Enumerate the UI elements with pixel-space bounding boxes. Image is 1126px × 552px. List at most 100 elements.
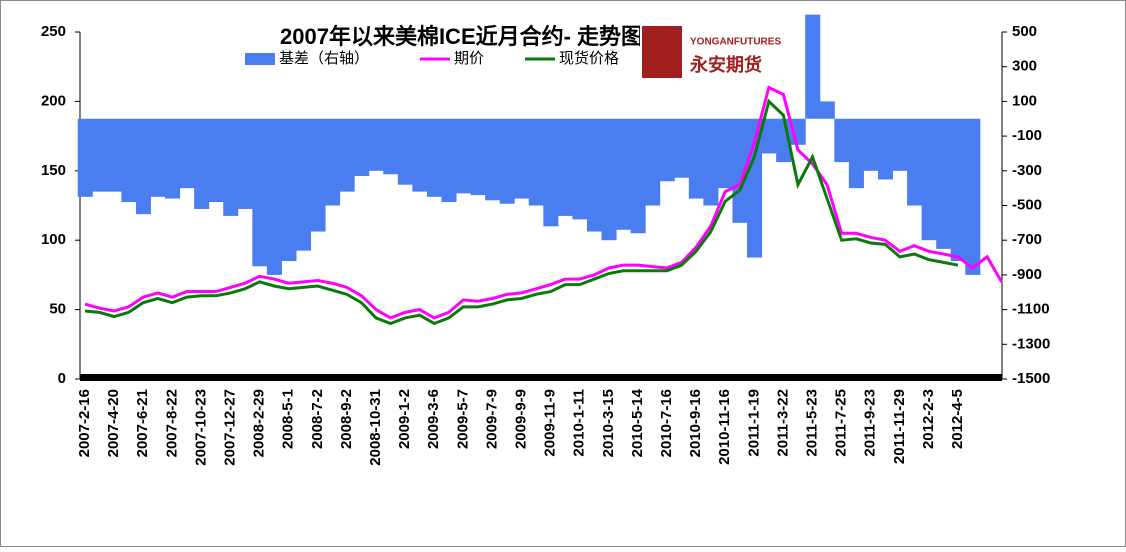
basis-bar	[674, 118, 690, 178]
basis-bar	[834, 118, 850, 163]
basis-bar	[354, 118, 370, 177]
y2-tick-label: -1300	[1012, 335, 1050, 352]
legend-label: 期价	[454, 50, 484, 67]
basis-bar	[805, 14, 821, 119]
x-tick-label: 2008-7-2	[309, 389, 326, 449]
legend-swatch	[245, 53, 275, 65]
x-tick-label: 2012-2-3	[920, 389, 937, 449]
x-tick-label: 2009-11-9	[542, 389, 559, 457]
y2-tick-label: 500	[1012, 23, 1037, 40]
basis-bar	[208, 118, 224, 203]
basis-bar	[106, 118, 122, 192]
basis-bar	[281, 118, 297, 262]
x-axis	[80, 374, 1002, 381]
x-tick-label: 2009-1-2	[396, 389, 413, 449]
basis-bar	[732, 118, 748, 223]
x-tick-label: 2007-2-16	[76, 389, 93, 457]
basis-bar	[237, 118, 253, 209]
x-tick-label: 2010-9-16	[687, 389, 704, 457]
basis-bar	[92, 118, 108, 192]
y2-tick-label: 300	[1012, 58, 1037, 75]
basis-bar	[877, 118, 894, 180]
basis-bar	[630, 118, 646, 234]
basis-bar	[586, 118, 603, 232]
basis-bar	[150, 118, 166, 197]
basis-bar	[325, 118, 341, 206]
y-tick-label: 250	[41, 23, 66, 40]
logo-en: YONGANFUTURES	[690, 37, 781, 48]
x-tick-label: 2009-5-7	[454, 389, 471, 449]
basis-bar	[965, 118, 981, 275]
basis-bar	[616, 118, 632, 230]
basis-bar	[121, 118, 137, 203]
x-tick-label: 2009-9-9	[512, 389, 529, 449]
x-tick-label: 2007-10-23	[192, 389, 209, 466]
basis-bar	[485, 118, 501, 201]
basis-bar	[295, 118, 312, 251]
basis-bar	[397, 118, 413, 185]
basis-bar	[907, 118, 923, 206]
y2-tick-label: 100	[1012, 92, 1037, 109]
y2-tick-label: -100	[1012, 127, 1042, 144]
y-tick-label: 100	[41, 231, 66, 248]
basis-bar	[819, 101, 835, 119]
basis-bar	[252, 118, 268, 267]
basis-bar	[194, 118, 210, 209]
basis-bar	[499, 118, 515, 204]
y2-tick-label: -900	[1012, 266, 1042, 283]
y2-tick-label: -700	[1012, 231, 1042, 248]
basis-bar	[441, 118, 457, 203]
logo-icon	[642, 26, 682, 78]
basis-bar	[717, 118, 733, 189]
basis-bar	[77, 118, 93, 197]
basis-bar	[456, 118, 472, 194]
y2-tick-label: -1500	[1012, 370, 1050, 387]
x-tick-label: 2007-8-22	[163, 389, 180, 457]
y-tick-label: 150	[41, 162, 66, 179]
basis-bar	[848, 118, 864, 189]
y-tick-label: 200	[41, 92, 66, 109]
x-tick-label: 2007-12-27	[221, 389, 238, 466]
x-tick-label: 2009-7-9	[483, 389, 500, 449]
x-tick-label: 2010-7-16	[658, 389, 675, 457]
price-line	[84, 85, 1003, 320]
basis-bar	[863, 118, 879, 171]
x-tick-label: 2011-9-23	[862, 389, 879, 457]
basis-bar	[310, 118, 326, 232]
basis-bar	[557, 118, 573, 216]
basis-bar	[412, 118, 428, 192]
basis-bar	[223, 118, 239, 216]
basis-bar	[266, 118, 282, 275]
x-tick-label: 2011-11-29	[891, 389, 908, 464]
basis-bar	[528, 118, 544, 206]
x-tick-label: 2010-5-14	[629, 388, 646, 457]
basis-bar	[470, 118, 486, 196]
x-tick-label: 2011-3-22	[774, 389, 791, 457]
x-tick-label: 2007-6-21	[134, 389, 151, 457]
chart-title: 2007年以来美棉ICE近月合约- 走势图	[280, 24, 643, 49]
y2-tick-label: -500	[1012, 196, 1042, 213]
basis-bar	[339, 118, 355, 192]
x-tick-label: 2008-2-29	[251, 389, 268, 457]
x-tick-label: 2010-1-11	[571, 389, 588, 457]
basis-bar	[601, 118, 617, 241]
basis-bar	[645, 118, 661, 206]
legend-label: 基差（右轴）	[279, 50, 369, 67]
basis-bar	[135, 118, 151, 215]
y-tick-label: 50	[49, 301, 66, 318]
basis-bar	[514, 118, 530, 199]
price-line	[84, 98, 959, 326]
x-tick-label: 2008-10-31	[367, 389, 384, 466]
logo: YONGANFUTURES 永安期货	[640, 22, 781, 84]
x-tick-label: 2011-7-25	[833, 389, 850, 457]
basis-bar	[368, 118, 384, 171]
basis-bar	[383, 118, 399, 175]
y2-tick-label: -1100	[1012, 301, 1050, 318]
basis-bar	[426, 118, 442, 197]
logo-cn: 永安期货	[689, 54, 762, 75]
x-tick-label: 2010-3-15	[600, 389, 617, 457]
basis-bar	[572, 118, 588, 220]
x-tick-label: 2011-5-23	[803, 389, 820, 457]
y2-tick-label: -300	[1012, 162, 1042, 179]
